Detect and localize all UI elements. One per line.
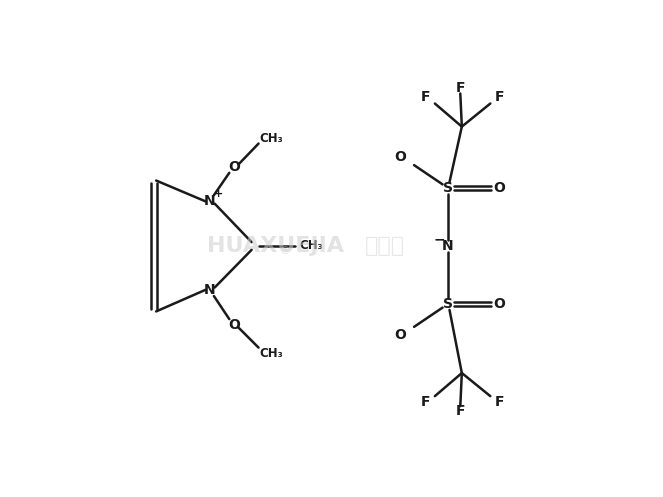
Text: O: O xyxy=(394,328,406,341)
Text: F: F xyxy=(421,90,430,104)
Text: F: F xyxy=(455,404,465,418)
Text: O: O xyxy=(229,161,241,174)
Text: CH₃: CH₃ xyxy=(299,240,323,252)
Text: ®: ® xyxy=(279,246,290,256)
Text: N: N xyxy=(204,194,216,208)
Text: F: F xyxy=(495,90,505,104)
Text: O: O xyxy=(229,318,241,331)
Text: 化学加: 化学加 xyxy=(365,236,405,256)
Text: O: O xyxy=(493,297,505,311)
Text: +: + xyxy=(214,189,223,199)
Text: S: S xyxy=(443,297,453,311)
Text: −: − xyxy=(434,232,446,246)
Text: O: O xyxy=(493,181,505,195)
Text: O: O xyxy=(394,151,406,165)
Text: CH₃: CH₃ xyxy=(259,346,282,359)
Text: HUAXUEJIA: HUAXUEJIA xyxy=(207,236,344,256)
Text: F: F xyxy=(421,395,430,410)
Text: F: F xyxy=(455,81,465,95)
Text: F: F xyxy=(495,395,505,410)
Text: N: N xyxy=(442,239,453,253)
Text: S: S xyxy=(443,181,453,195)
Text: N: N xyxy=(204,283,216,297)
Text: CH₃: CH₃ xyxy=(259,132,282,145)
